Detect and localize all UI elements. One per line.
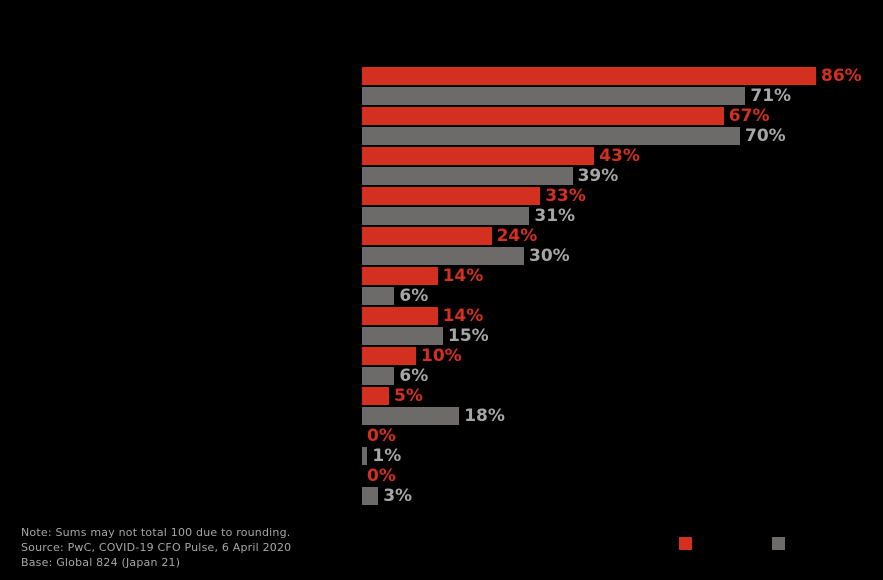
series-gray-value-label: 31% xyxy=(534,206,576,226)
legend xyxy=(679,537,879,551)
series-gray-bar xyxy=(362,87,746,105)
series-red-value-label: 43% xyxy=(599,146,640,166)
bar-row: 18% xyxy=(362,407,505,425)
series-red-bar xyxy=(362,267,438,285)
bar-row: 0% xyxy=(362,467,396,485)
series-red-bar xyxy=(362,387,389,405)
series-red-bar xyxy=(362,227,492,245)
series-red-value-label: 5% xyxy=(394,386,423,406)
series-red-value-label: 14% xyxy=(442,306,484,326)
bar-row: 15% xyxy=(362,327,489,345)
bar-row: 86% xyxy=(362,67,862,85)
series-red-value-label: 24% xyxy=(496,226,538,246)
series-gray-bar xyxy=(362,207,530,225)
series-gray-value-label: 6% xyxy=(399,286,429,306)
series-red-bar xyxy=(362,347,416,365)
bar-row: 43% xyxy=(362,147,640,165)
bar-row: 14% xyxy=(362,267,483,285)
series-red-value-label: 10% xyxy=(421,346,462,366)
bar-row: 5% xyxy=(362,387,423,405)
series-red-value-label: 86% xyxy=(821,66,862,86)
series-gray-value-label: 70% xyxy=(745,126,786,146)
series-gray-value-label: 71% xyxy=(750,86,792,106)
bar-row: 70% xyxy=(362,127,786,145)
series-gray-value-label: 18% xyxy=(464,406,505,426)
series-red-value-label: 14% xyxy=(442,266,484,286)
bar-row: 0% xyxy=(362,427,396,445)
series-red-bar xyxy=(362,107,724,125)
series-gray-bar xyxy=(362,247,524,265)
bar-row: 10% xyxy=(362,347,462,365)
bar-row: 1% xyxy=(362,447,401,465)
series-gray-bar xyxy=(362,167,573,185)
source-line: Source: PwC, COVID-19 CFO Pulse, 6 April… xyxy=(21,541,292,554)
bar-row: 6% xyxy=(362,367,428,385)
series-gray-bar xyxy=(362,447,368,465)
series-red-value-label: 0% xyxy=(367,426,396,446)
bar-row: 6% xyxy=(362,287,428,305)
series-gray-value-label: 1% xyxy=(372,446,402,466)
base-line: Base: Global 824 (Japan 21) xyxy=(21,556,181,569)
series-red-bar xyxy=(362,187,541,205)
series-gray-value-label: 15% xyxy=(448,326,489,346)
bar-row: 67% xyxy=(362,107,770,125)
note-line: Note: Sums may not total 100 due to roun… xyxy=(21,526,291,539)
series-gray-value-label: 39% xyxy=(577,166,619,186)
series-gray-value-label: 30% xyxy=(529,246,570,266)
bar-row: 14% xyxy=(362,307,483,325)
series-gray-bar xyxy=(362,487,379,505)
bar-row: 71% xyxy=(362,87,791,105)
bar-row: 30% xyxy=(362,247,570,265)
series-gray-bar xyxy=(362,407,460,425)
bar-row: 39% xyxy=(362,167,618,185)
bar-chart: 86% 71% 67% 70% 43% 39% 33% 31% 24% 30% 14% 6% 14% 15… xyxy=(362,67,883,505)
series-red-value-label: 0% xyxy=(367,466,396,486)
series-gray-bar xyxy=(362,287,395,305)
bar-row: 31% xyxy=(362,207,575,225)
series-gray-bar xyxy=(362,127,740,145)
series-red-bar xyxy=(362,147,595,165)
series-gray-bar xyxy=(362,327,443,345)
bar-row: 24% xyxy=(362,227,537,245)
series-gray-value-label: 6% xyxy=(399,366,429,386)
bar-row: 3% xyxy=(362,487,412,505)
legend-swatch-gray-icon xyxy=(772,537,785,550)
series-red-bar xyxy=(362,307,438,325)
footnotes: Note: Sums may not total 100 due to roun… xyxy=(21,525,291,570)
series-gray-value-label: 3% xyxy=(383,486,413,506)
series-red-bar xyxy=(362,67,816,85)
legend-swatch-red-icon xyxy=(679,537,692,550)
series-gray-bar xyxy=(362,367,395,385)
series-red-value-label: 67% xyxy=(728,106,770,126)
bar-row: 33% xyxy=(362,187,586,205)
series-red-value-label: 33% xyxy=(545,186,586,206)
